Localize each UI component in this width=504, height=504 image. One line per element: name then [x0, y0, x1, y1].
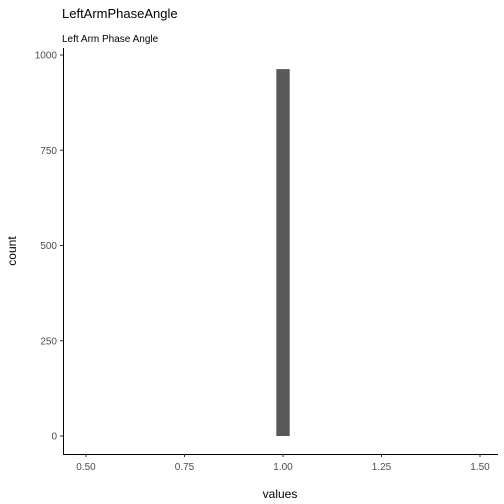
y-axis-ticks: 0 250 500 750 1000 — [35, 51, 63, 443]
x-tick-label: 1.50 — [470, 462, 490, 473]
y-tick-label: 0 — [51, 432, 57, 443]
y-tick-label: 250 — [40, 336, 57, 347]
x-tick-label: 0.50 — [76, 462, 96, 473]
x-axis-ticks: 0.50 0.75 1.00 1.25 1.50 — [76, 454, 490, 473]
x-tick-label: 0.75 — [175, 462, 195, 473]
y-tick-label: 1000 — [35, 51, 58, 62]
histogram-bar — [276, 69, 290, 437]
y-axis-title: count — [5, 236, 19, 266]
y-tick-label: 500 — [40, 241, 57, 252]
x-tick-label: 1.00 — [273, 462, 293, 473]
bars-layer — [276, 69, 290, 437]
chart-title: LeftArmPhaseAngle — [62, 6, 178, 21]
chart-subtitle: Left Arm Phase Angle — [62, 34, 159, 45]
y-tick-label: 750 — [40, 146, 57, 157]
x-tick-label: 1.25 — [372, 462, 392, 473]
x-axis-title: values — [263, 487, 298, 501]
